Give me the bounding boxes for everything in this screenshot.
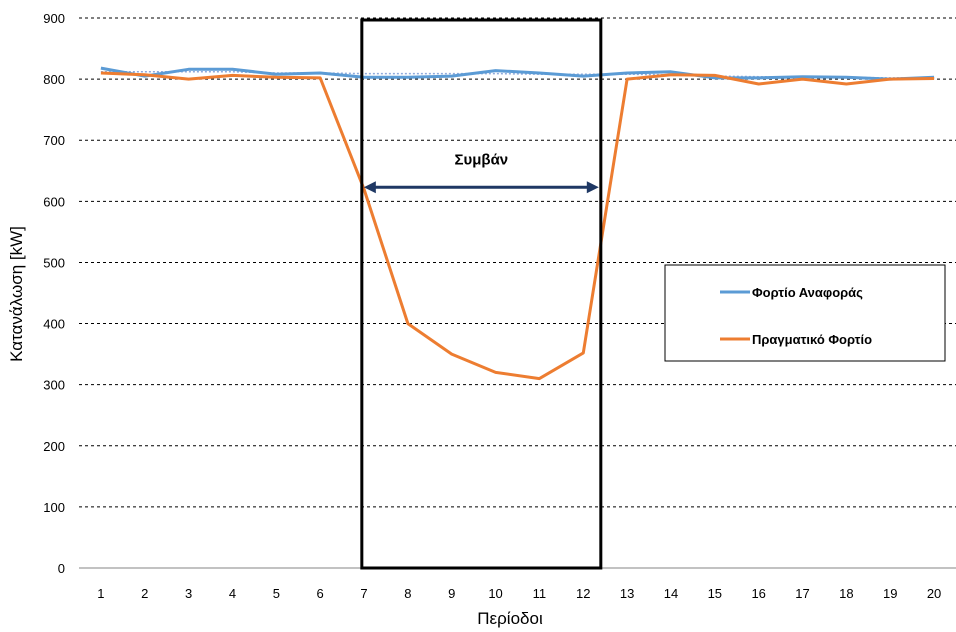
x-tick-label: 17 [795,586,809,601]
x-tick-label: 8 [404,586,411,601]
y-tick-label: 200 [43,439,65,454]
x-tick-label: 13 [620,586,634,601]
y-axis-title: Κατανάλωση [kW] [7,226,26,362]
event-arrow-head-left [363,181,376,194]
x-tick-label: 2 [141,586,148,601]
y-axis-ticks: 0 100 200 300 400 500 600 700 800 900 [43,11,65,576]
x-tick-label: 18 [839,586,853,601]
series-layer [100,66,935,381]
x-tick-label: 20 [927,586,941,601]
y-tick-label: 500 [43,255,65,270]
legend: Φορτίο Αναφοράς Πραγματικό Φορτίο [664,264,946,362]
x-axis-ticks: 1 2 3 4 5 6 7 8 9 10 11 12 13 14 15 16 17 18 19 20 [97,586,941,601]
x-tick-label: 6 [317,586,324,601]
event-arrow [363,181,599,194]
x-tick-label: 7 [360,586,367,601]
series-line-actual [100,71,935,381]
y-tick-label: 400 [43,317,65,332]
legend-label-actual: Πραγματικό Φορτίο [752,332,872,347]
series-line-reference [100,66,935,81]
x-tick-label: 12 [576,586,590,601]
grid-lines [79,17,956,508]
x-tick-label: 4 [229,586,236,601]
y-tick-label: 0 [58,561,65,576]
x-tick-label: 15 [708,586,722,601]
x-tick-label: 14 [664,586,678,601]
y-tick-label: 700 [43,133,65,148]
legend-box [664,264,946,362]
x-tick-label: 16 [751,586,765,601]
y-tick-label: 900 [43,11,65,26]
x-tick-label: 11 [533,586,547,601]
y-tick-label: 800 [43,72,65,87]
event-label: Συμβάν [455,151,509,168]
legend-label-reference: Φορτίο Αναφοράς [752,285,863,300]
x-tick-label: 9 [448,586,455,601]
event-window-box [360,18,603,570]
y-tick-label: 300 [43,378,65,393]
series-line-baseline [100,71,935,79]
x-tick-label: 19 [883,586,897,601]
x-tick-label: 5 [273,586,280,601]
x-tick-label: 3 [185,586,192,601]
x-tick-label: 1 [97,586,104,601]
x-tick-label: 10 [488,586,502,601]
y-tick-label: 100 [43,500,65,515]
y-tick-label: 600 [43,194,65,209]
x-axis-title: Περίοδοι [477,609,543,628]
event-arrow-head-right [586,181,599,194]
